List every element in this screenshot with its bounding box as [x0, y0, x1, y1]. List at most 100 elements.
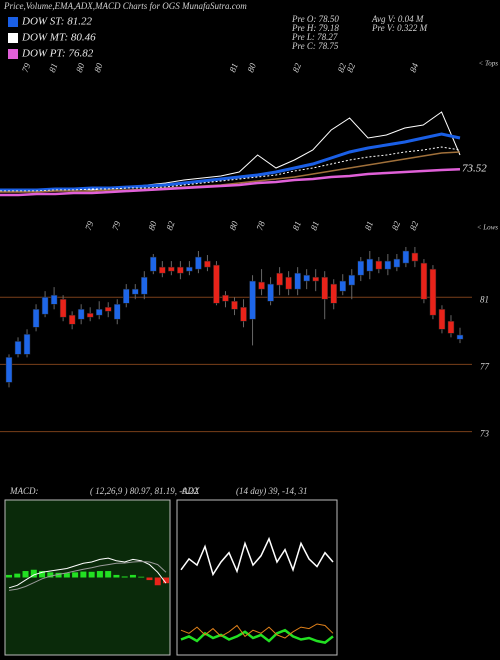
candle-body — [393, 258, 401, 268]
top-label: 82 — [291, 61, 304, 73]
candle-body — [339, 280, 346, 292]
macd-histogram-bar — [55, 572, 62, 578]
macd-histogram-bar — [96, 571, 103, 578]
candle-body — [429, 268, 437, 316]
candle-body — [348, 274, 356, 286]
macd-histogram-bar — [138, 576, 145, 578]
candle-body — [23, 334, 31, 355]
adx-params: (14 day) 39, -14, 31 — [236, 486, 308, 496]
candle-body — [159, 266, 166, 274]
macd-histogram-bar — [88, 571, 95, 578]
macd-histogram-bar — [121, 576, 128, 578]
candle-body — [402, 250, 410, 264]
adx-line — [180, 623, 334, 639]
macd-line — [8, 560, 167, 591]
macd-histogram-bar — [163, 577, 169, 584]
macd-histogram-bar — [63, 573, 70, 578]
low-label: 81 — [291, 220, 303, 232]
top-label: 82 — [336, 61, 349, 73]
top-label: 79 — [20, 61, 33, 73]
candle-body — [240, 307, 247, 322]
ema-line — [0, 132, 461, 192]
low-label: 82 — [164, 219, 177, 231]
candle-body — [123, 288, 130, 304]
candle-body — [231, 300, 238, 310]
candle-body — [68, 314, 76, 325]
stat-label: Pre C: 78.75 — [291, 41, 339, 51]
macd-histogram-bar — [105, 571, 112, 578]
candle-body — [249, 280, 256, 320]
adx-panel — [176, 499, 338, 656]
candle-body — [447, 320, 455, 334]
candle-body — [5, 357, 13, 383]
candle-body — [141, 276, 148, 295]
candle-body — [384, 260, 392, 270]
ema-line — [0, 111, 461, 193]
candle-body — [330, 283, 337, 304]
candle-body — [150, 256, 157, 272]
low-label: 82 — [390, 219, 403, 231]
candle-body — [438, 309, 446, 330]
candle-body — [204, 260, 211, 268]
low-label: 79 — [110, 219, 123, 231]
candle-body — [294, 272, 301, 290]
last-value-label: 73.52 — [462, 163, 487, 175]
candle-body — [420, 262, 428, 300]
low-label: 81 — [309, 220, 321, 232]
top-label: 80 — [74, 61, 87, 73]
legend-label: DOW ST: 81.22 — [21, 16, 92, 28]
candle-body — [86, 313, 94, 318]
adx-label: ADX — [181, 486, 200, 496]
low-label: 79 — [83, 219, 96, 231]
low-label: 80 — [227, 219, 240, 231]
candle-body — [357, 260, 365, 276]
y-tick-label: 77 — [480, 361, 490, 371]
candle-body — [59, 298, 67, 318]
macd-histogram-bar — [129, 574, 136, 578]
candle-body — [258, 281, 265, 290]
candle-body — [195, 256, 202, 270]
candle-body — [276, 272, 283, 286]
low-label: 81 — [363, 220, 375, 232]
candle-body — [95, 309, 103, 316]
low-label: 82 — [408, 219, 421, 231]
candle-body — [177, 266, 184, 274]
candle-body — [303, 274, 310, 282]
macd-line — [8, 557, 167, 589]
candle-body — [132, 288, 139, 295]
candle-body — [168, 266, 175, 272]
macd-label: MACD: — [9, 486, 39, 496]
y-tick-label: 81 — [480, 294, 489, 304]
low-label: 80 — [146, 219, 159, 231]
top-label: 81 — [227, 62, 239, 74]
macd-params: ( 12,26,9 ) 80.97, 81.19, -0.22 — [90, 486, 198, 496]
candle-body — [186, 266, 193, 272]
macd-histogram-bar — [146, 577, 153, 581]
macd-histogram-bar — [30, 569, 37, 578]
stat-label: Avg V: 0.04 M — [371, 14, 424, 24]
macd-histogram-bar — [72, 572, 79, 578]
candle-body — [50, 294, 58, 305]
stat-label: Pre H: 79.18 — [291, 23, 339, 33]
candle-body — [366, 258, 374, 272]
macd-histogram-bar — [113, 574, 120, 578]
candle-body — [456, 334, 464, 340]
top-label: 82 — [345, 61, 358, 73]
candle-body — [411, 252, 419, 262]
candle-body — [77, 309, 85, 320]
top-label: 81 — [47, 62, 59, 74]
top-label: 84 — [408, 61, 421, 73]
macd-histogram-bar — [22, 571, 29, 578]
macd-histogram-bar — [154, 577, 161, 586]
candle-body — [213, 264, 220, 304]
adx-line — [180, 536, 334, 577]
top-label: 80 — [92, 61, 105, 73]
legend-label: DOW MT: 80.46 — [21, 32, 96, 44]
candle-body — [285, 276, 292, 290]
candle-body — [113, 304, 121, 320]
stat-label: Pre V: 0.322 M — [371, 23, 428, 33]
ema-line — [0, 151, 461, 193]
stat-label: Pre L: 78.27 — [291, 32, 338, 42]
stat-label: Pre O: 78.50 — [291, 14, 339, 24]
